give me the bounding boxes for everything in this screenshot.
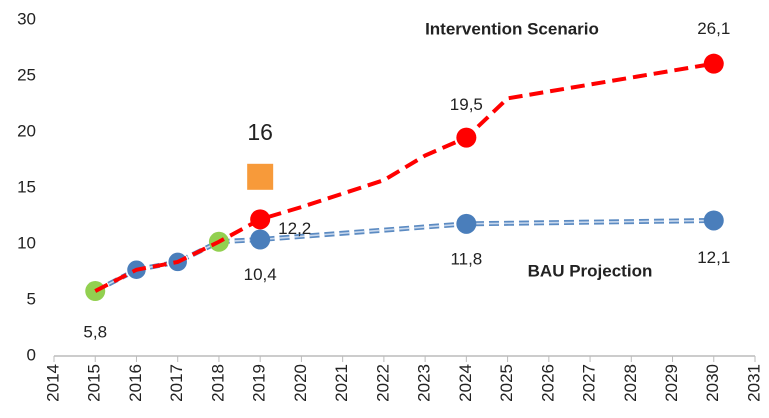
x-tick-label: 2014 xyxy=(43,364,62,402)
x-tick-label: 2022 xyxy=(373,364,392,402)
x-tick-label: 2023 xyxy=(415,364,434,402)
x-tick-label: 2025 xyxy=(497,364,516,402)
marker xyxy=(703,210,724,231)
x-tick-label: 2026 xyxy=(538,364,557,402)
y-tick-label: 25 xyxy=(17,65,36,84)
y-tick-label: 20 xyxy=(17,121,36,140)
y-tick-label: 0 xyxy=(27,345,36,364)
y-tick-label: 10 xyxy=(17,233,36,252)
data-label: 26,1 xyxy=(697,19,730,38)
y-tick-label: 30 xyxy=(17,9,36,28)
data-label: 12,2 xyxy=(278,219,311,238)
x-tick-label: 2016 xyxy=(126,364,145,402)
x-tick-label: 2028 xyxy=(621,364,640,402)
x-tick-label: 2030 xyxy=(703,364,722,402)
marker xyxy=(703,53,724,74)
x-tick-label: 2029 xyxy=(662,364,681,402)
x-tick-label: 2024 xyxy=(456,364,475,402)
marker xyxy=(250,229,271,250)
x-tick-label: 2021 xyxy=(332,364,351,402)
point-marker xyxy=(247,163,274,190)
x-tick-label: 2019 xyxy=(250,364,269,402)
x-tick-label: 2015 xyxy=(85,364,104,402)
data-label: 5,8 xyxy=(83,323,107,342)
x-tick-label: 2020 xyxy=(291,364,310,402)
data-label: 11,8 xyxy=(450,249,482,268)
marker xyxy=(456,127,477,148)
series-label: BAU Projection xyxy=(528,261,653,280)
x-tick-label: 2018 xyxy=(208,364,227,402)
point-label: 16 xyxy=(247,119,273,145)
marker xyxy=(456,213,477,234)
data-label: 10,4 xyxy=(244,265,277,284)
data-label: 19,5 xyxy=(450,95,483,114)
data-label: 12,1 xyxy=(697,248,730,267)
x-tick-label: 2017 xyxy=(167,364,186,402)
y-tick-label: 15 xyxy=(17,177,36,196)
x-tick-label: 2027 xyxy=(580,364,599,402)
series-label: Intervention Scenario xyxy=(425,19,599,38)
marker xyxy=(250,209,271,230)
x-tick-label: 2031 xyxy=(744,364,763,402)
y-tick-label: 5 xyxy=(27,289,36,308)
